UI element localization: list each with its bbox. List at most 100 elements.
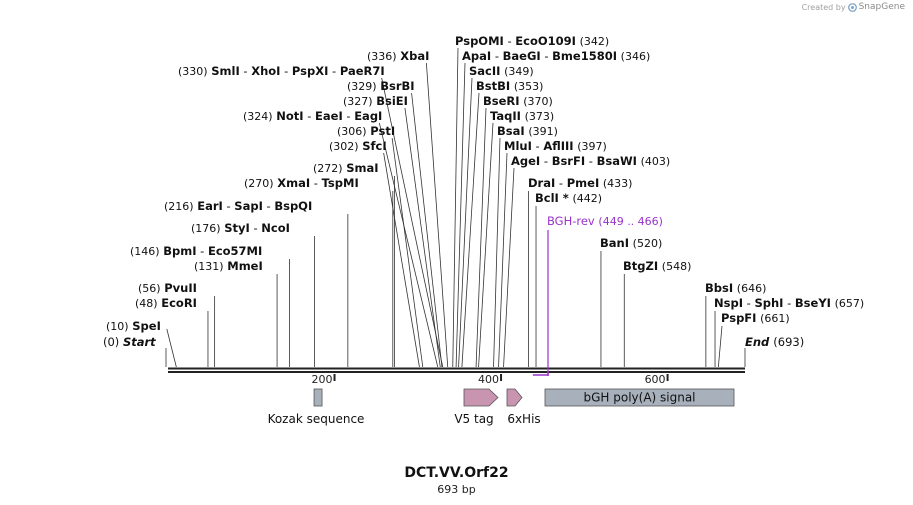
site-label-text: (146) BpmI - Eco57MI: [130, 244, 262, 258]
site-position: (327): [343, 95, 373, 108]
enzyme-name: BsrBI: [380, 79, 414, 93]
site-name-separator: -: [541, 49, 552, 63]
enzyme-name: Eco57MI: [208, 244, 262, 258]
site-label-text: NspI - SphI - BseYI (657): [714, 296, 864, 310]
primer-label: BGH-rev (449 .. 466): [547, 214, 663, 228]
site-label: BseRI (370): [483, 94, 553, 108]
site-label: PspOMI - EcoO109I (342): [455, 34, 609, 48]
site-position: (661): [760, 312, 790, 325]
site-position: (548): [662, 260, 692, 273]
kozak-sequence-label: Kozak sequence: [268, 412, 365, 426]
site-label: AgeI - BsrFI - BsaWI (403): [511, 154, 670, 168]
enzyme-name: Bme1580I: [552, 49, 617, 63]
site-position: (216): [164, 200, 194, 213]
site-connector: [425, 62, 449, 368]
ruler-tick-label: 200: [312, 373, 333, 386]
site-connector: [717, 325, 723, 368]
his-tag-label: 6xHis: [507, 412, 540, 426]
site-position: (329): [347, 80, 377, 93]
site-connector: [461, 92, 480, 368]
ruler: 200 400 600: [312, 373, 669, 386]
site-name-separator: -: [263, 199, 274, 213]
enzyme-name: XbaI: [400, 49, 429, 63]
credit-brand: SnapGene: [858, 2, 905, 12]
kozak-sequence-feature: [313, 388, 323, 407]
site-position: (370): [523, 95, 553, 108]
site-lines: [166, 47, 723, 368]
site-position: (146): [130, 245, 160, 258]
enzyme-name: PvuII: [164, 281, 197, 295]
enzyme-name: BanI: [600, 236, 629, 250]
enzyme-name: EarI: [197, 199, 223, 213]
site-label: (146) BpmI - Eco57MI: [130, 244, 262, 258]
site-connector: [404, 107, 441, 368]
enzyme-name: BpmI: [163, 244, 196, 258]
site-position: (272): [313, 162, 343, 175]
enzyme-name: SfcI: [362, 139, 386, 153]
enzyme-name: BsaI: [497, 124, 525, 138]
enzyme-name: BclI *: [535, 191, 569, 205]
site-label-text: DraI - PmeI (433): [528, 176, 632, 190]
site-label: (10) SpeI: [106, 319, 161, 333]
site-connector: [455, 62, 466, 368]
enzyme-name: StyI: [224, 221, 250, 235]
site-label: BclI * (442): [535, 191, 602, 205]
site-position: (353): [514, 80, 544, 93]
site-name-separator: -: [540, 154, 551, 168]
backbone: [168, 367, 745, 373]
site-label-text: BbsI (646): [705, 281, 766, 295]
site-position: (646): [737, 282, 767, 295]
site-label-text: PspFI (661): [721, 311, 790, 325]
site-label-text: (327) BsiEI: [343, 94, 408, 108]
site-label-text: TaqII (373): [490, 109, 554, 123]
enzyme-name: EagI: [354, 109, 382, 123]
site-position: (657): [835, 297, 865, 310]
site-position: (520): [633, 237, 663, 250]
site-position: (373): [525, 110, 555, 123]
site-name-separator: -: [491, 49, 502, 63]
primer-range: (449 .. 466): [598, 215, 663, 228]
enzyme-name: MmeI: [227, 259, 263, 273]
site-label: PspFI (661): [721, 311, 790, 325]
site-connector: [475, 107, 487, 368]
enzyme-name: SmaI: [346, 161, 378, 175]
site-connector: [503, 167, 515, 368]
credit-prefix: Created by: [801, 2, 846, 12]
site-label: (324) NotI - EaeI - EagI: [243, 109, 382, 123]
snapgene-logo-icon: [847, 2, 857, 12]
site-label: SacII (349): [469, 64, 534, 78]
start-label: (0) Start: [103, 335, 156, 349]
enzyme-name: XhoI: [251, 64, 280, 78]
site-connector: [378, 122, 439, 368]
site-label: (302) SfcI: [329, 139, 387, 153]
site-label: (272) SmaI: [313, 161, 379, 175]
site-position: (306): [337, 125, 367, 138]
enzyme-name: PspXI: [292, 64, 328, 78]
site-label-text: (10) SpeI: [106, 319, 161, 333]
site-label-text: (48) EcoRI: [135, 296, 197, 310]
site-position: (270): [244, 177, 274, 190]
his-tag-arrow: [506, 388, 523, 407]
enzyme-name: TaqII: [490, 109, 521, 123]
site-connector: [452, 47, 459, 368]
site-name-separator: -: [223, 199, 234, 213]
site-label-text: (330) SmlI - XhoI - PspXI - PaeR7I: [178, 64, 385, 78]
site-name-separator: -: [310, 176, 321, 190]
enzyme-name: NcoI: [261, 221, 290, 235]
bgh-polya-label: bGH poly(A) signal: [583, 391, 695, 405]
site-label-text: MluI - AflIII (397): [504, 139, 607, 153]
site-label: (48) EcoRI: [135, 296, 197, 310]
site-position: (131): [194, 260, 224, 273]
site-label: BtgZI (548): [623, 259, 691, 273]
enzyme-name: EcoO109I: [515, 34, 576, 48]
primer-name: BGH-rev: [547, 214, 598, 228]
site-position: (10): [106, 320, 129, 333]
site-label: BbsI (646): [705, 281, 766, 295]
site-label: (270) XmaI - TspMI: [244, 176, 359, 190]
enzyme-name: AflIII: [543, 139, 573, 153]
enzyme-name: DraI: [528, 176, 555, 190]
site-label-text: (306) PstI: [337, 124, 395, 138]
site-label: DraI - PmeI (433): [528, 176, 632, 190]
site-label-text: (302) SfcI: [329, 139, 387, 153]
site-label: BstBI (353): [476, 79, 543, 93]
